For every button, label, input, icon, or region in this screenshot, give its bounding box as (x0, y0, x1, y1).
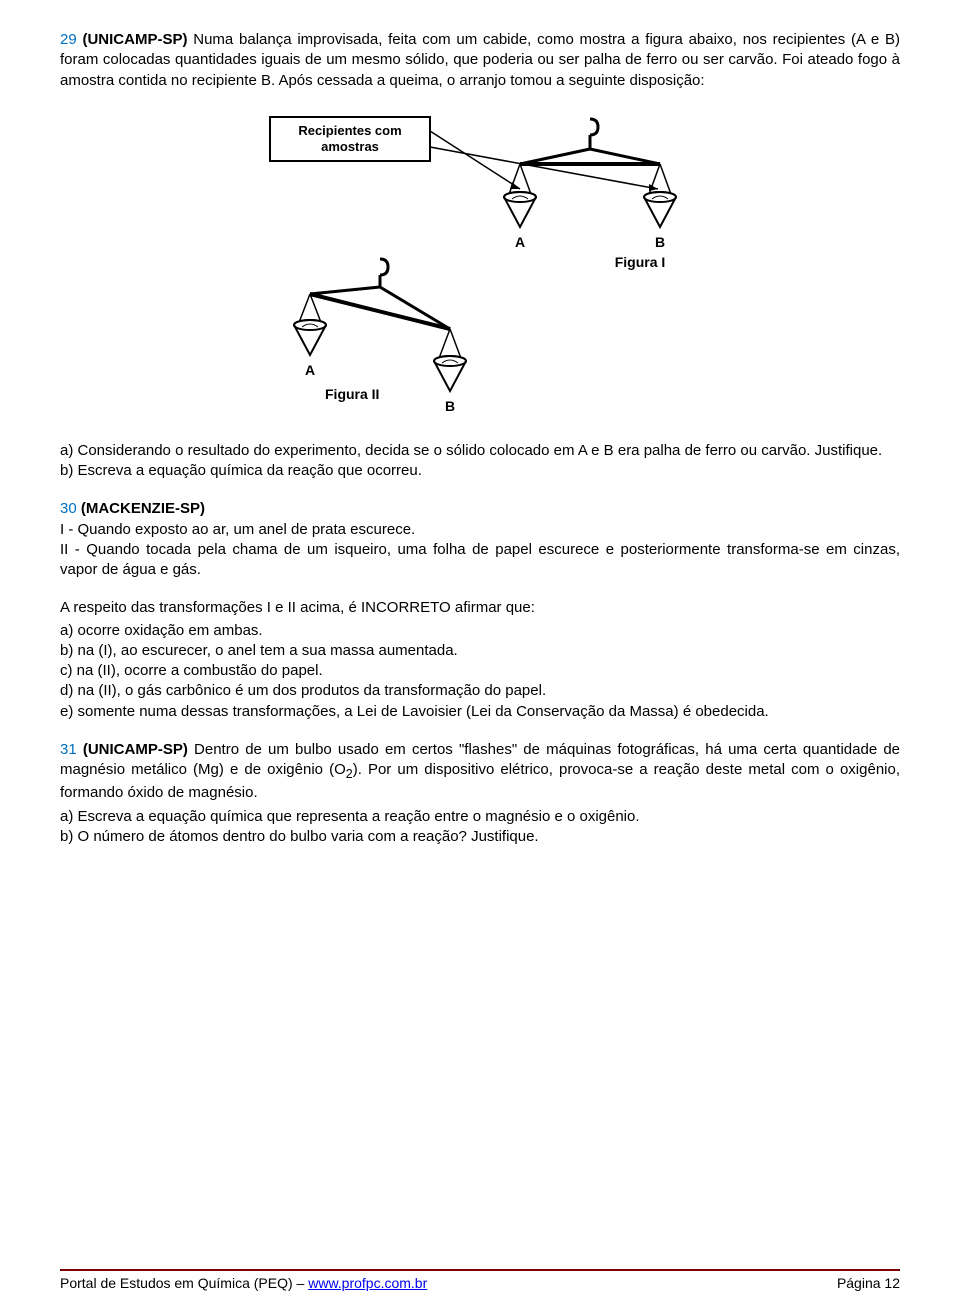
q30-i: I - Quando exposto ao ar, um anel de pra… (60, 520, 900, 540)
q30-opt-d: d) na (II), o gás carbônico é um dos pro… (60, 681, 900, 701)
q30-opt-c: c) na (II), ocorre a combustão do papel. (60, 661, 900, 681)
q31-number: 31 (60, 741, 77, 758)
q30-options: a) ocorre oxidação em ambas. b) na (I), … (60, 621, 900, 722)
footer-text: Portal de Estudos em Química (PEQ) – (60, 1275, 308, 1291)
q30-opt-b: b) na (I), ao escurecer, o anel tem a su… (60, 641, 900, 661)
q31-item-b: b) O número de átomos dentro do bulbo va… (60, 827, 900, 847)
q30-ii: II - Quando tocada pela chama de um isqu… (60, 540, 900, 581)
page-footer: Portal de Estudos em Química (PEQ) – www… (60, 1269, 900, 1291)
q30-header: 30 (MACKENZIE-SP) (60, 499, 900, 519)
q30-lead: A respeito das transformações I e II aci… (60, 598, 900, 618)
q31-sub: 2 (346, 767, 353, 781)
footer-page: Página 12 (837, 1275, 900, 1291)
q30-opt-a: a) ocorre oxidação em ambas. (60, 621, 900, 641)
q29-item-b: b) Escreva a equação química da reação q… (60, 461, 900, 481)
svg-text:Recipientes com: Recipientes com (298, 123, 401, 138)
q31-source: (UNICAMP-SP) (83, 741, 188, 758)
svg-text:Figura II: Figura II (325, 386, 379, 402)
q30-source: (MACKENZIE-SP) (81, 500, 205, 517)
footer-link[interactable]: www.profpc.com.br (308, 1275, 427, 1291)
q29-source: (UNICAMP-SP) (82, 31, 187, 48)
svg-text:A: A (515, 234, 525, 250)
q30-opt-e: e) somente numa dessas transformações, a… (60, 702, 900, 722)
q31-statement: 31 (UNICAMP-SP) Dentro de um bulbo usado… (60, 740, 900, 803)
q30-number: 30 (60, 500, 77, 517)
footer-left: Portal de Estudos em Química (PEQ) – www… (60, 1275, 427, 1291)
footer-rule (60, 1269, 900, 1271)
q31-item-a: a) Escreva a equação química que represe… (60, 807, 900, 827)
svg-text:B: B (655, 234, 665, 250)
q29-statement: 29 (UNICAMP-SP) Numa balança improvisada… (60, 30, 900, 91)
figure-1: A B Figura I (504, 119, 676, 270)
figure-2: A B Figura II (294, 259, 466, 414)
svg-text:B: B (445, 398, 455, 414)
q29-figure: Recipientes com amostras (60, 109, 900, 419)
q29-item-a: a) Considerando o resultado do experimen… (60, 441, 900, 461)
q29-number: 29 (60, 31, 77, 48)
svg-text:A: A (305, 362, 315, 378)
svg-text:Figura I: Figura I (615, 254, 666, 270)
svg-text:amostras: amostras (321, 139, 379, 154)
